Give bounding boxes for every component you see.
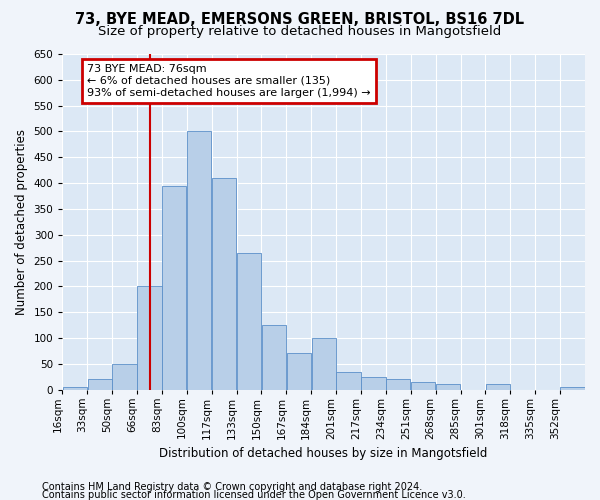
Text: 73 BYE MEAD: 76sqm
← 6% of detached houses are smaller (135)
93% of semi-detache: 73 BYE MEAD: 76sqm ← 6% of detached hous…: [87, 64, 371, 98]
Bar: [560, 387, 584, 390]
Bar: [311, 338, 336, 390]
X-axis label: Distribution of detached houses by size in Mangotsfield: Distribution of detached houses by size …: [160, 447, 488, 460]
Bar: [486, 384, 510, 390]
Bar: [287, 354, 311, 390]
Bar: [436, 384, 460, 390]
Bar: [262, 325, 286, 390]
Y-axis label: Number of detached properties: Number of detached properties: [15, 129, 28, 315]
Text: 73, BYE MEAD, EMERSONS GREEN, BRISTOL, BS16 7DL: 73, BYE MEAD, EMERSONS GREEN, BRISTOL, B…: [76, 12, 524, 28]
Text: Contains HM Land Registry data © Crown copyright and database right 2024.: Contains HM Land Registry data © Crown c…: [42, 482, 422, 492]
Bar: [187, 132, 211, 390]
Bar: [137, 286, 161, 390]
Bar: [361, 376, 386, 390]
Bar: [212, 178, 236, 390]
Bar: [88, 380, 112, 390]
Text: Size of property relative to detached houses in Mangotsfield: Size of property relative to detached ho…: [98, 25, 502, 38]
Bar: [386, 380, 410, 390]
Bar: [237, 253, 261, 390]
Bar: [337, 372, 361, 390]
Text: Contains public sector information licensed under the Open Government Licence v3: Contains public sector information licen…: [42, 490, 466, 500]
Bar: [112, 364, 137, 390]
Bar: [63, 387, 87, 390]
Bar: [411, 382, 435, 390]
Bar: [162, 186, 187, 390]
